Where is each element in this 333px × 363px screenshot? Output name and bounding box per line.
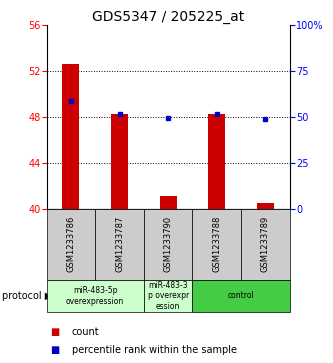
Title: GDS5347 / 205225_at: GDS5347 / 205225_at — [92, 11, 244, 24]
Text: control: control — [228, 291, 254, 300]
Text: GSM1233786: GSM1233786 — [66, 216, 76, 272]
Text: miR-483-5p
overexpression: miR-483-5p overexpression — [66, 286, 124, 306]
Text: GSM1233789: GSM1233789 — [261, 216, 270, 272]
Text: miR-483-3
p overexpr
ession: miR-483-3 p overexpr ession — [148, 281, 189, 311]
Bar — [62, 64, 80, 209]
Bar — [160, 196, 177, 209]
Text: GSM1233788: GSM1233788 — [212, 216, 221, 272]
Text: count: count — [72, 327, 99, 337]
Text: ■: ■ — [50, 327, 59, 337]
Bar — [208, 114, 225, 209]
Text: protocol ▶: protocol ▶ — [2, 291, 52, 301]
Text: percentile rank within the sample: percentile rank within the sample — [72, 344, 236, 355]
Text: ■: ■ — [50, 344, 59, 355]
Bar — [111, 114, 128, 209]
Text: GSM1233790: GSM1233790 — [164, 216, 173, 272]
Bar — [257, 203, 274, 209]
Text: GSM1233787: GSM1233787 — [115, 216, 124, 272]
